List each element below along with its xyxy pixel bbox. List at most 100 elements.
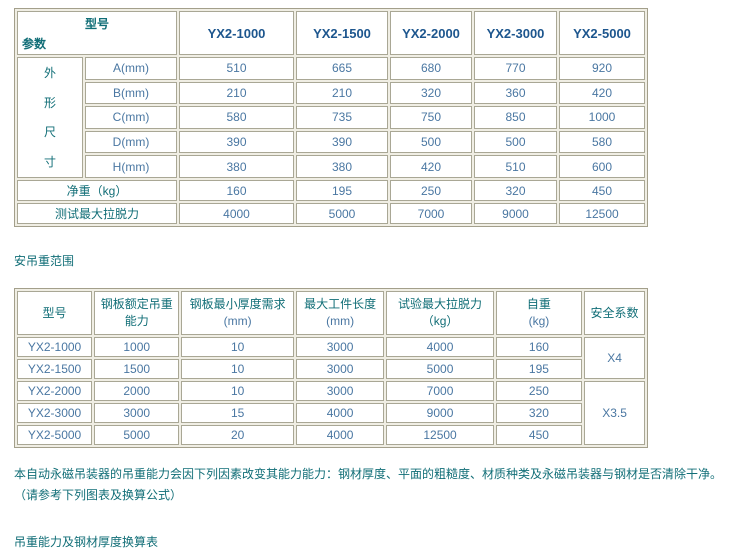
cell-model: YX2-2000 <box>17 381 93 401</box>
row-label: D(mm) <box>85 130 178 154</box>
dim-row-c: C(mm) 580 735 750 850 1000 <box>17 106 646 129</box>
cell-value: 195 <box>495 359 583 379</box>
model-header: YX2-3000 <box>474 11 558 55</box>
cell-value: 920 <box>559 57 646 80</box>
model-header: YX2-2000 <box>390 11 473 55</box>
cell-value: 500 <box>474 130 558 154</box>
cell-value: 735 <box>296 106 389 129</box>
cell-value: 420 <box>559 81 646 105</box>
column-header-safety-factor: 安全系数 <box>584 291 645 335</box>
cell-value: 5000 <box>386 359 494 379</box>
cell-value: 10 <box>181 337 294 357</box>
table-row: YX2-3000 3000 15 4000 9000 320 <box>17 403 645 423</box>
cell-value: 360 <box>474 81 558 105</box>
row-label: A(mm) <box>85 57 178 80</box>
cell-value: 20 <box>181 425 294 445</box>
cell-value: 380 <box>296 155 389 178</box>
dim-row-b: B(mm) 210 210 320 360 420 <box>17 81 646 105</box>
safety-factor-x3-5: X3.5 <box>584 381 645 445</box>
load-range-table: 型号 钢板额定吊重 能力 钢板最小厚度需求 (mm) 最大工件长度 (mm) 试… <box>14 288 648 448</box>
model-header: YX2-1000 <box>179 11 295 55</box>
max-pull-row: 测试最大拉脱力 4000 5000 7000 9000 12500 <box>17 203 646 224</box>
cell-value: 500 <box>390 130 473 154</box>
dim-row-a: 外 形 尺 寸 A(mm) 510 665 680 770 920 <box>17 57 646 178</box>
column-header-rated-capacity: 钢板额定吊重 能力 <box>94 291 180 335</box>
table-row: YX2-5000 5000 20 4000 12500 450 <box>17 425 645 445</box>
column-header-test-pull: 试验最大拉脱力 （kg） <box>386 291 494 335</box>
column-header-model: 型号 <box>17 291 93 335</box>
cell-value: 420 <box>390 155 473 178</box>
cell-value: 4000 <box>295 425 385 445</box>
cell-value: 665 <box>296 57 389 80</box>
cell-value: 320 <box>474 180 558 201</box>
row-label: B(mm) <box>85 81 178 105</box>
row-label: 测试最大拉脱力 <box>17 203 178 224</box>
safety-factor-x4: X4 <box>584 337 645 379</box>
cell-value: 450 <box>559 180 646 201</box>
cell-model: YX2-1500 <box>17 359 93 379</box>
cell-value: 250 <box>495 381 583 401</box>
corner-label-model: 型号 <box>85 17 110 31</box>
section-heading: 安吊重范围 <box>14 254 75 268</box>
row-label: C(mm) <box>85 106 178 129</box>
footer-heading: 吊重能力及钢材厚度换算表 <box>14 535 159 549</box>
cell-value: 1500 <box>94 359 180 379</box>
model-header: YX2-1500 <box>296 11 389 55</box>
cell-value: 450 <box>495 425 583 445</box>
row-label: 净重（kg） <box>17 180 178 201</box>
cell-value: 3000 <box>295 359 385 379</box>
cell-value: 3000 <box>295 381 385 401</box>
cell-value: 160 <box>495 337 583 357</box>
cell-value: 600 <box>559 155 646 178</box>
cell-value: 250 <box>390 180 473 201</box>
cell-value: 390 <box>296 130 389 154</box>
model-header: YX2-5000 <box>559 11 646 55</box>
cell-value: 210 <box>296 81 389 105</box>
column-header-self-weight: 自重 (kg) <box>495 291 583 335</box>
cell-value: 320 <box>495 403 583 423</box>
cell-value: 510 <box>474 155 558 178</box>
cell-value: 320 <box>390 81 473 105</box>
cell-value: 12500 <box>559 203 646 224</box>
cell-value: 9000 <box>386 403 494 423</box>
note-paragraph: 本自动永磁吊装器的吊重能力会因下列因素改变其能力能力：钢材厚度、平面的粗糙度、材… <box>14 467 723 502</box>
cell-value: 3000 <box>295 337 385 357</box>
cell-value: 1000 <box>559 106 646 129</box>
cell-value: 10 <box>181 359 294 379</box>
table-row: YX2-2000 2000 10 3000 7000 250 X3.5 <box>17 381 645 445</box>
cell-value: 390 <box>179 130 295 154</box>
cell-value: 510 <box>179 57 295 80</box>
cell-model: YX2-5000 <box>17 425 93 445</box>
cell-value: 195 <box>296 180 389 201</box>
corner-cell: 型号 参数 <box>17 11 178 55</box>
cell-value: 7000 <box>390 203 473 224</box>
cell-value: 9000 <box>474 203 558 224</box>
cell-value: 2000 <box>94 381 180 401</box>
cell-value: 750 <box>390 106 473 129</box>
cell-value: 4000 <box>295 403 385 423</box>
cell-value: 580 <box>559 130 646 154</box>
cell-value: 160 <box>179 180 295 201</box>
table-row: YX2-1000 1000 10 3000 4000 160 X4 <box>17 337 645 379</box>
table-row: YX2-1500 1500 10 3000 5000 195 <box>17 359 645 379</box>
dim-row-h: H(mm) 380 380 420 510 600 <box>17 155 646 178</box>
cell-value: 850 <box>474 106 558 129</box>
cell-value: 680 <box>390 57 473 80</box>
column-header-max-length: 最大工件长度 (mm) <box>295 291 385 335</box>
cell-value: 1000 <box>94 337 180 357</box>
column-header-min-thickness: 钢板最小厚度需求 (mm) <box>181 291 294 335</box>
net-weight-row: 净重（kg） 160 195 250 320 450 <box>17 180 646 201</box>
cell-value: 5000 <box>94 425 180 445</box>
dimension-group-label: 外 形 尺 寸 <box>17 57 83 178</box>
cell-value: 7000 <box>386 381 494 401</box>
cell-value: 3000 <box>94 403 180 423</box>
row-label: H(mm) <box>85 155 178 178</box>
cell-value: 12500 <box>386 425 494 445</box>
cell-model: YX2-3000 <box>17 403 93 423</box>
cell-model: YX2-1000 <box>17 337 93 357</box>
spec-table: 型号 参数 YX2-1000 YX2-1500 YX2-2000 YX2-300… <box>14 8 649 227</box>
cell-value: 15 <box>181 403 294 423</box>
cell-value: 10 <box>181 381 294 401</box>
cell-value: 770 <box>474 57 558 80</box>
